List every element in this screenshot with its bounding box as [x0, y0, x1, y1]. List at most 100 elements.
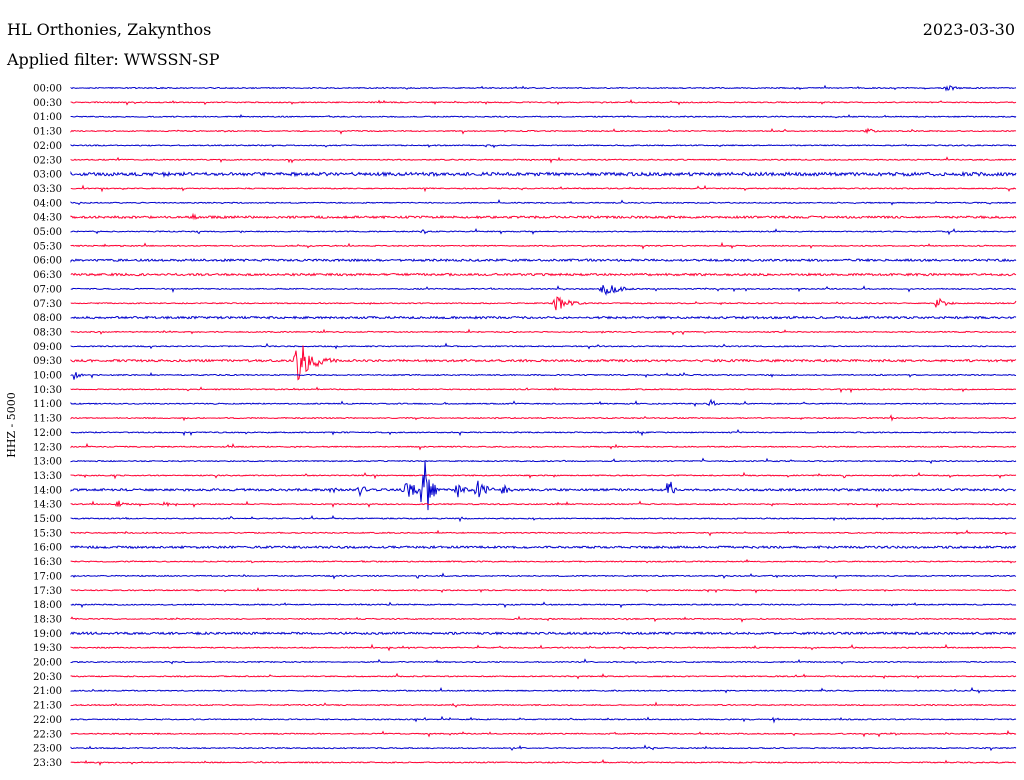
trace-line	[70, 113, 1017, 119]
station-title: HL Orthonies, Zakynthos	[7, 20, 212, 39]
row-label: 00:00	[33, 84, 62, 95]
row-label: 02:00	[33, 141, 62, 152]
trace-line	[70, 558, 1017, 564]
row-label: 23:00	[33, 744, 62, 755]
trace-line	[70, 544, 1017, 550]
row-label: 18:30	[33, 614, 62, 625]
row-label: 16:00	[33, 543, 62, 554]
trace-line	[70, 184, 1017, 193]
trace-line	[70, 729, 1017, 738]
row-label: 08:00	[33, 313, 62, 324]
trace-line	[70, 398, 1017, 407]
trace-line	[70, 428, 1017, 437]
trace-line	[70, 460, 1017, 511]
row-label: 01:30	[33, 127, 62, 138]
row-label: 15:00	[33, 514, 62, 525]
row-label: 07:00	[33, 284, 62, 295]
trace-line	[70, 701, 1017, 708]
row-label: 13:00	[33, 457, 62, 468]
trace-line	[70, 371, 1017, 380]
row-label: 08:30	[33, 327, 62, 338]
row-label: 17:00	[33, 571, 62, 582]
trace-line	[70, 686, 1017, 694]
trace-line	[70, 170, 1017, 178]
row-label: 20:30	[33, 672, 62, 683]
row-label: 01:00	[33, 112, 62, 123]
row-label: 07:30	[33, 299, 62, 310]
trace-line	[70, 258, 1017, 263]
trace-line	[70, 156, 1017, 164]
trace-line	[70, 127, 1017, 135]
row-label: 19:30	[33, 643, 62, 654]
row-label: 22:00	[33, 715, 62, 726]
trace-line	[70, 345, 1017, 381]
trace-line	[70, 658, 1017, 665]
row-label: 04:00	[33, 198, 62, 209]
row-label: 09:30	[33, 356, 62, 367]
trace-line	[70, 615, 1017, 623]
trace-line	[70, 386, 1017, 394]
row-label: 19:00	[33, 629, 62, 640]
row-label: 16:30	[33, 557, 62, 568]
trace-line	[70, 241, 1017, 250]
trace-line	[70, 457, 1017, 465]
trace-line	[70, 84, 1017, 92]
trace-line	[70, 587, 1017, 594]
row-label: 14:30	[33, 500, 62, 511]
trace-line	[70, 99, 1017, 106]
row-label: 21:30	[33, 701, 62, 712]
trace-line	[70, 342, 1017, 350]
trace-line	[70, 715, 1017, 724]
trace-line	[70, 442, 1017, 451]
row-label: 21:00	[33, 686, 62, 697]
trace-line	[70, 212, 1017, 221]
row-label: 03:30	[33, 184, 62, 195]
row-label: 06:00	[33, 256, 62, 267]
row-label: 00:30	[33, 98, 62, 109]
seismic-traces	[70, 84, 1017, 766]
row-label: 13:30	[33, 471, 62, 482]
row-label: 20:00	[33, 658, 62, 669]
row-label: 06:30	[33, 270, 62, 281]
row-labels: 00:00 00:30 01:00 01:30 02:00 02:30 03:00 03:30…	[33, 84, 62, 769]
row-label: 23:30	[33, 758, 62, 769]
row-label: 15:30	[33, 528, 62, 539]
trace-line	[70, 471, 1017, 480]
row-label: 05:00	[33, 227, 62, 238]
trace-line	[70, 328, 1017, 336]
trace-line	[70, 414, 1017, 422]
trace-line	[70, 514, 1017, 523]
trace-line	[70, 601, 1017, 609]
row-label: 12:00	[33, 428, 62, 439]
row-label: 09:00	[33, 342, 62, 353]
trace-line	[70, 296, 1017, 311]
trace-line	[70, 643, 1017, 652]
row-label: 14:00	[33, 485, 62, 496]
trace-line	[70, 285, 1017, 296]
row-label: 11:30	[33, 414, 62, 425]
row-label: 02:30	[33, 155, 62, 166]
trace-line	[70, 631, 1017, 636]
trace-line	[70, 572, 1017, 580]
trace-line	[70, 500, 1017, 509]
row-label: 05:30	[33, 241, 62, 252]
filter-label: Applied filter: WWSSN-SP	[7, 50, 220, 69]
date-label: 2023-03-30	[922, 20, 1015, 39]
row-label: 04:30	[33, 213, 62, 224]
row-label: 18:00	[33, 600, 62, 611]
trace-line	[70, 272, 1017, 277]
row-label: 03:00	[33, 170, 62, 181]
row-label: 17:30	[33, 586, 62, 597]
row-label: 10:30	[33, 385, 62, 396]
trace-line	[70, 672, 1017, 680]
trace-line	[70, 529, 1017, 537]
trace-line	[70, 758, 1017, 766]
trace-line	[70, 744, 1017, 752]
row-label: 22:30	[33, 729, 62, 740]
trace-line	[70, 227, 1017, 236]
row-label: 10:00	[33, 371, 62, 382]
trace-line	[70, 315, 1017, 320]
trace-line	[70, 143, 1017, 149]
trace-line	[70, 199, 1017, 206]
